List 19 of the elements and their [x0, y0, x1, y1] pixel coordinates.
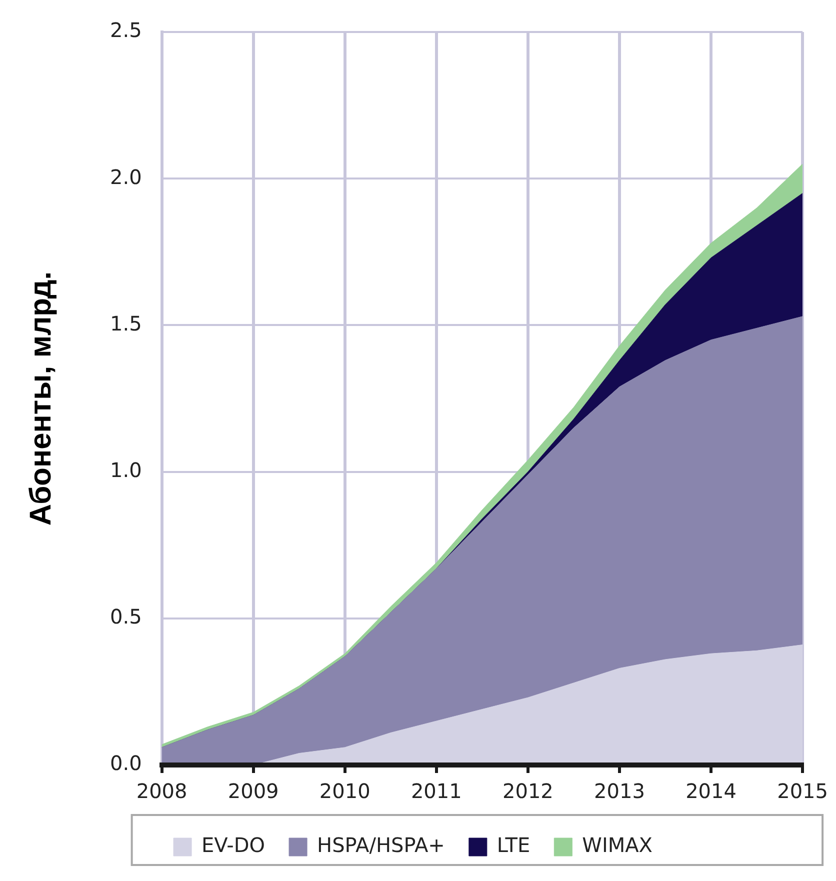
y-tick-label: 2.5 — [110, 18, 142, 42]
x-tick-label: 2012 — [502, 779, 554, 804]
y-axis-title: Абоненты, млрд. — [24, 271, 58, 526]
y-tick-label: 1.5 — [110, 311, 142, 336]
y-tick-label: 1.0 — [110, 458, 142, 482]
x-tick-label: 2014 — [686, 779, 736, 804]
x-tick-label: 2009 — [228, 779, 279, 804]
legend-label: WIMAX — [582, 833, 653, 858]
y-tick-label: 0.0 — [110, 751, 142, 776]
legend-label: HSPA/HSPA+ — [317, 833, 445, 858]
legend-label: LTE — [496, 833, 530, 858]
x-tick-label: 2008 — [136, 779, 188, 804]
x-tick-label: 2010 — [319, 779, 370, 804]
y-tick-label: 0.5 — [110, 604, 142, 629]
x-tick-label: 2013 — [594, 779, 645, 804]
y-tick-label: 2.0 — [110, 164, 142, 189]
legend-label: EV-DO — [202, 833, 266, 858]
x-tick-label: 2015 — [777, 779, 828, 804]
x-tick-label: 2011 — [410, 779, 462, 804]
